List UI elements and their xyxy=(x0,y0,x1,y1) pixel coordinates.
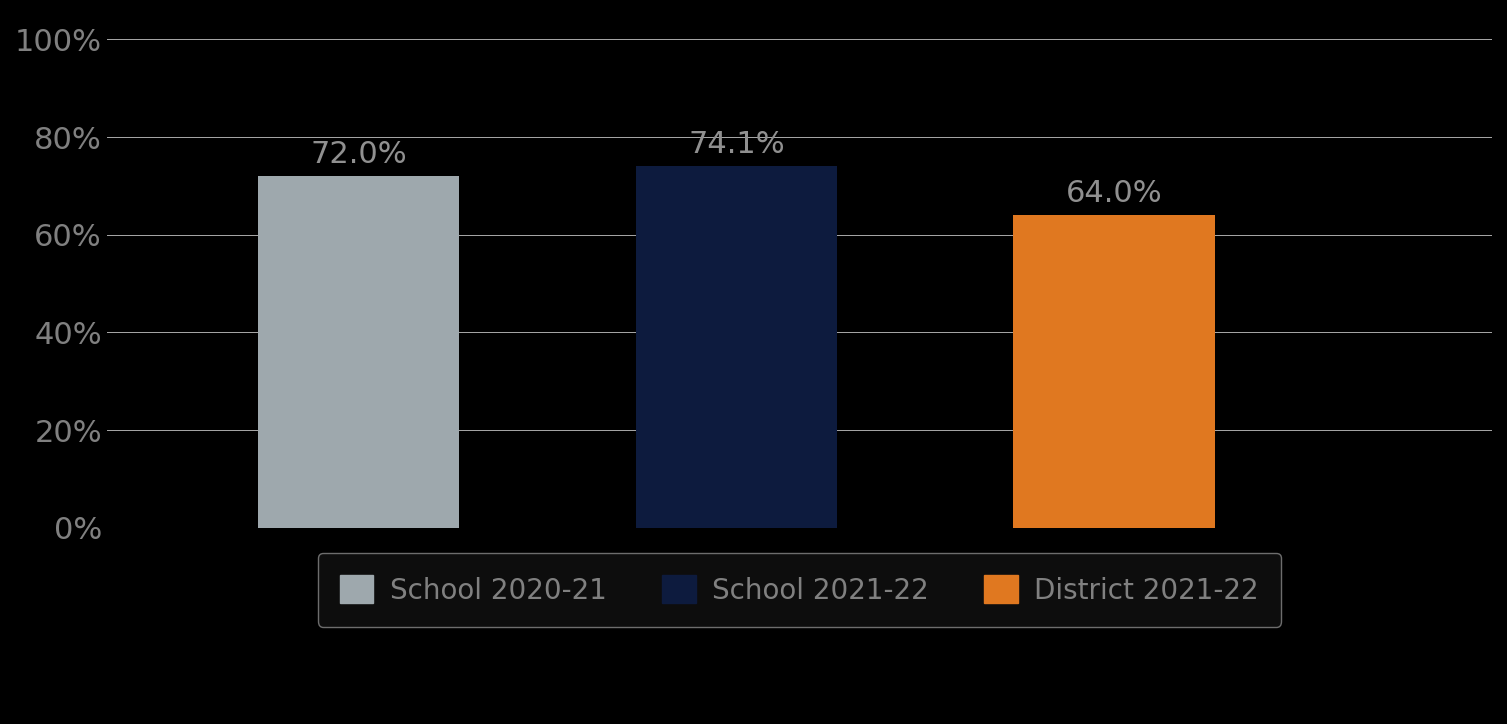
Bar xyxy=(258,176,460,528)
Bar xyxy=(1014,215,1215,528)
Legend: School 2020-21, School 2021-22, District 2021-22: School 2020-21, School 2021-22, District… xyxy=(318,552,1281,627)
Text: 74.1%: 74.1% xyxy=(689,130,785,159)
Text: 72.0%: 72.0% xyxy=(310,140,407,169)
Bar xyxy=(636,166,838,528)
Text: 64.0%: 64.0% xyxy=(1065,179,1162,208)
